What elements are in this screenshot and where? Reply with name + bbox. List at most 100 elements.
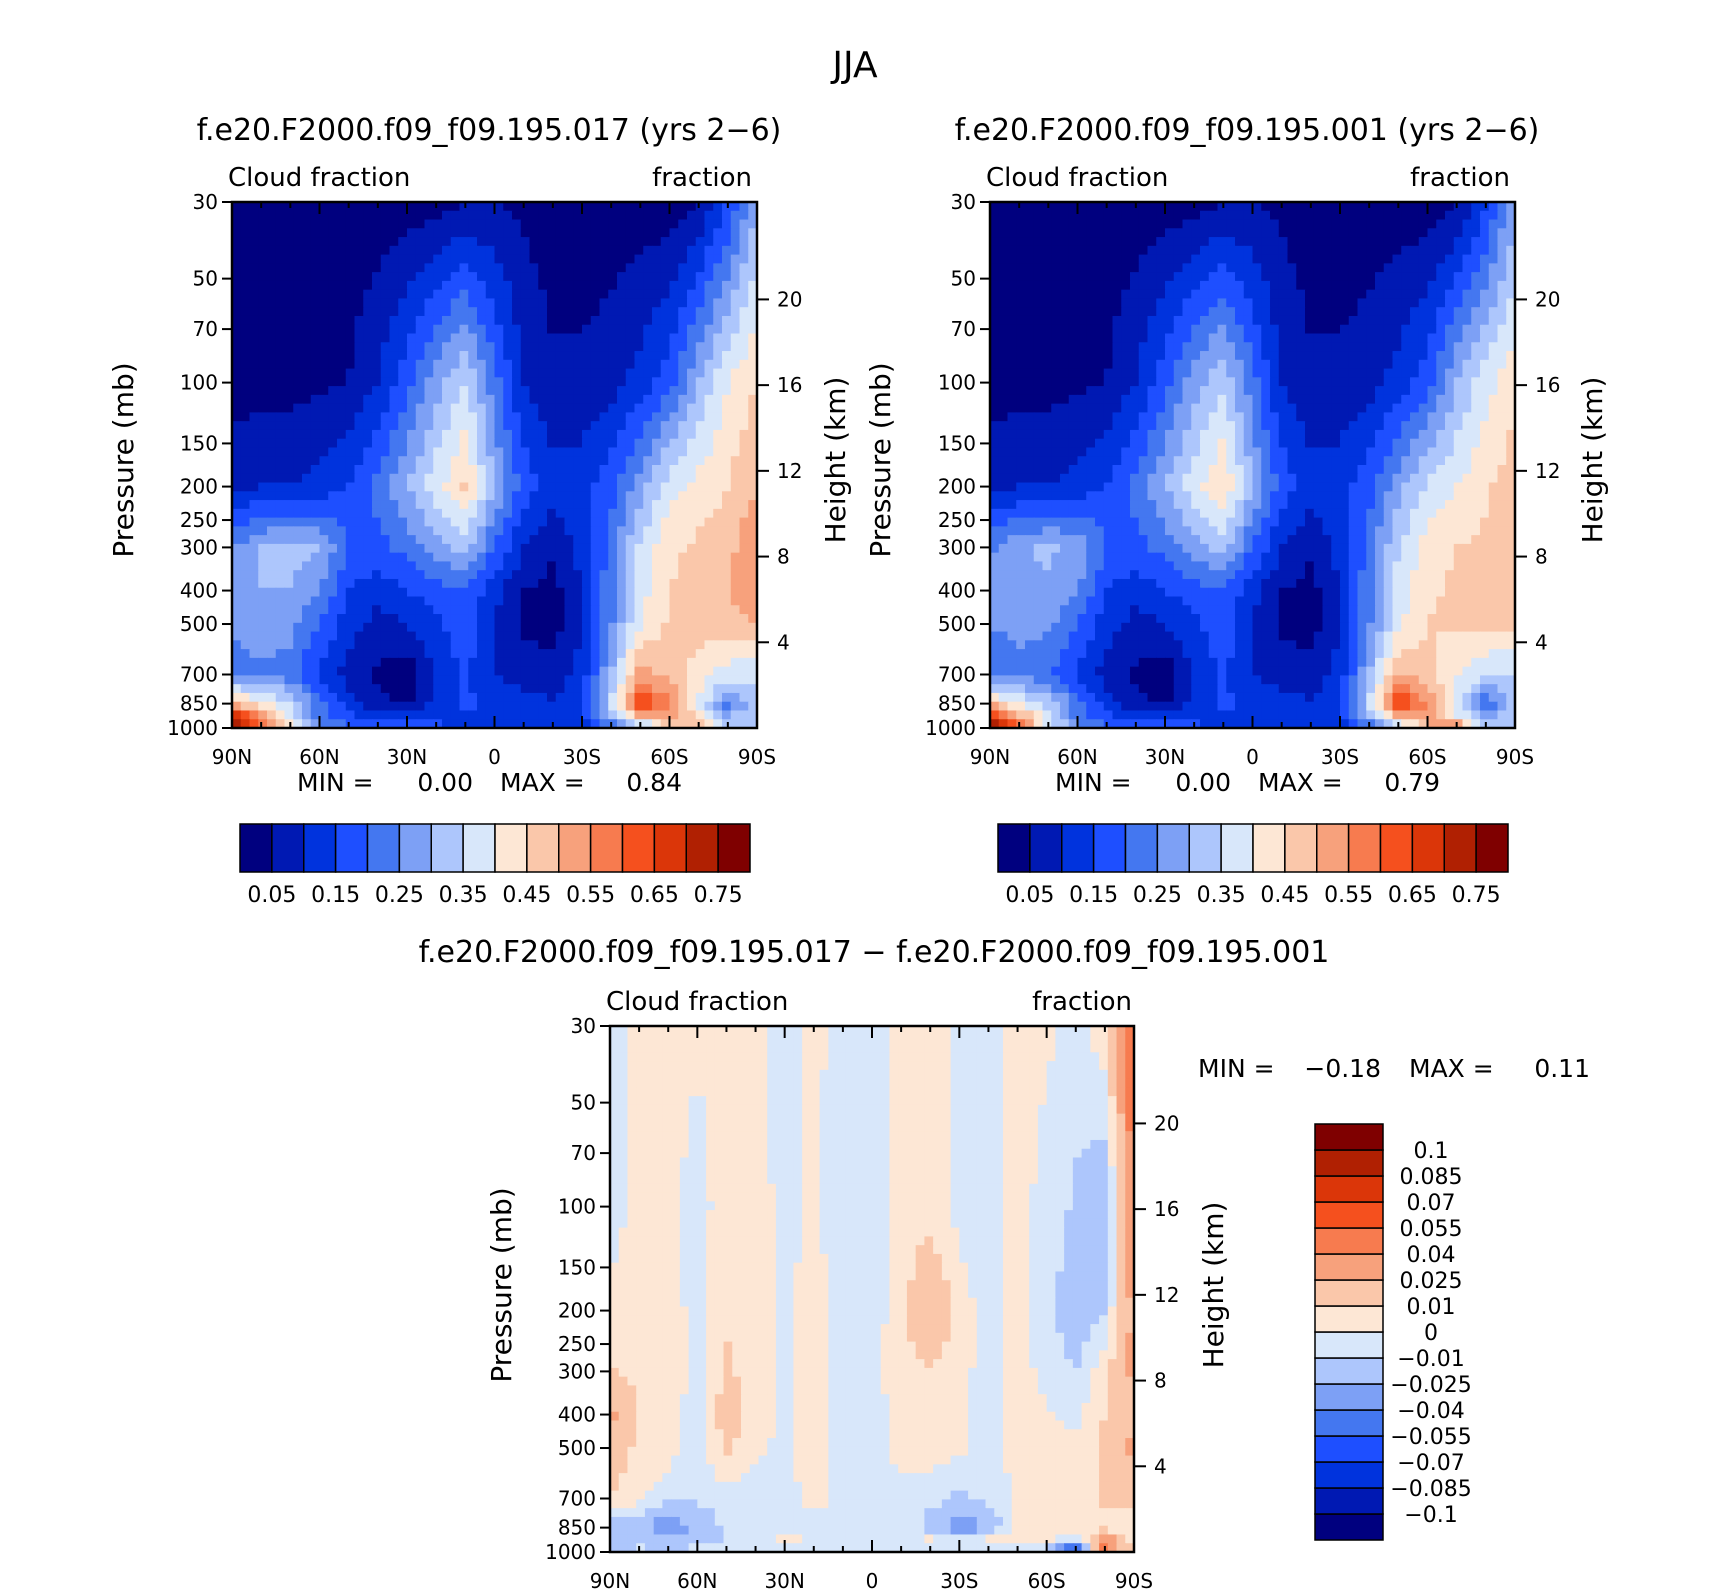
- field-cell: [310, 561, 321, 571]
- field-cell: [1191, 351, 1201, 361]
- field-cell: [398, 517, 408, 527]
- field-cell: [380, 500, 391, 510]
- field-cell: [608, 517, 618, 527]
- field-cell: [1235, 202, 1245, 212]
- field-cell: [363, 219, 373, 229]
- field-cell: [1392, 280, 1402, 291]
- field-cell: [1383, 298, 1394, 308]
- field-cell: [1042, 254, 1052, 264]
- field-cell: [407, 210, 417, 221]
- field-cell: [267, 272, 277, 282]
- field-cell: [687, 219, 697, 229]
- field-cell: [1103, 307, 1114, 317]
- field-cell: [625, 394, 636, 405]
- field-cell: [380, 394, 391, 405]
- field-cell: [477, 666, 487, 676]
- field-cell: [494, 307, 504, 317]
- field-cell: [1025, 263, 1035, 273]
- field-cell: [1401, 298, 1411, 308]
- field-cell: [695, 473, 706, 484]
- field-cell: [240, 657, 251, 668]
- field-cell: [998, 307, 1009, 317]
- field-cell: [1462, 351, 1472, 361]
- field-cell: [494, 245, 504, 256]
- field-cell: [695, 684, 706, 694]
- field-cell: [660, 675, 671, 685]
- field-cell: [433, 447, 443, 457]
- field-cell: [284, 386, 294, 396]
- field-cell: [1366, 237, 1376, 247]
- field-cell: [1051, 228, 1061, 238]
- field-cell: [1007, 245, 1017, 256]
- field-cell: [267, 570, 277, 580]
- field-cell: [450, 640, 461, 650]
- field-cell: [442, 219, 452, 229]
- field-cell: [293, 333, 303, 343]
- field-cell: [608, 228, 618, 238]
- field-cell: [1173, 368, 1184, 378]
- field-cell: [529, 298, 539, 308]
- field-cell: [503, 289, 513, 300]
- field-cell: [232, 202, 242, 212]
- field-cell: [1427, 210, 1437, 221]
- field-cell: [310, 473, 321, 484]
- field-cell: [748, 649, 758, 659]
- field-cell: [494, 298, 504, 308]
- field-cell: [302, 622, 312, 633]
- field-cell: [433, 692, 443, 703]
- field-cell: [739, 324, 749, 335]
- field-cell: [1418, 272, 1429, 282]
- field-cell: [302, 228, 312, 238]
- field-cell: [284, 710, 294, 720]
- field-cell: [1243, 333, 1254, 343]
- field-cell: [302, 377, 312, 387]
- field-cell: [634, 631, 644, 641]
- field-cell: [275, 342, 286, 352]
- field-cell: [1235, 272, 1245, 282]
- field-cell: [722, 219, 732, 229]
- field-cell: [1235, 307, 1245, 317]
- field-cell: [652, 570, 662, 580]
- field-cell: [990, 368, 1000, 378]
- field-cell: [1138, 368, 1149, 378]
- field-cell: [617, 429, 627, 440]
- field-cell: [704, 421, 714, 431]
- field-cell: [722, 675, 732, 685]
- field-cell: [293, 412, 303, 422]
- field-cell: [634, 351, 644, 361]
- field-cell: [608, 412, 618, 422]
- field-cell: [998, 254, 1009, 264]
- field-cell: [267, 280, 277, 291]
- field-cell: [599, 482, 609, 492]
- field-cell: [660, 307, 671, 317]
- field-cell: [722, 605, 732, 615]
- field-cell: [1375, 342, 1385, 352]
- field-cell: [1235, 245, 1245, 256]
- field-cell: [407, 228, 417, 238]
- field-cell: [407, 666, 417, 676]
- field-cell: [547, 456, 557, 466]
- field-cell: [1252, 359, 1262, 370]
- field-cell: [713, 465, 723, 475]
- field-cell: [1296, 210, 1306, 221]
- field-cell: [1217, 219, 1227, 229]
- field-cell: [608, 701, 618, 712]
- field-cell: [608, 394, 618, 405]
- field-cell: [1103, 237, 1114, 247]
- field-cell: [1138, 272, 1149, 282]
- field-cell: [617, 570, 627, 580]
- field-cell: [459, 719, 469, 729]
- field-cell: [1217, 315, 1227, 326]
- field-cell: [485, 394, 496, 405]
- field-cell: [1296, 298, 1306, 308]
- field-cell: [1357, 315, 1367, 326]
- field-cell: [1235, 228, 1245, 238]
- field-cell: [477, 587, 487, 598]
- field-cell: [643, 403, 653, 413]
- field-cell: [1445, 272, 1455, 282]
- field-cell: [625, 421, 636, 431]
- field-cell: [590, 587, 601, 598]
- field-cell: [407, 491, 417, 501]
- field-cell: [687, 394, 697, 405]
- field-cell: [538, 517, 548, 527]
